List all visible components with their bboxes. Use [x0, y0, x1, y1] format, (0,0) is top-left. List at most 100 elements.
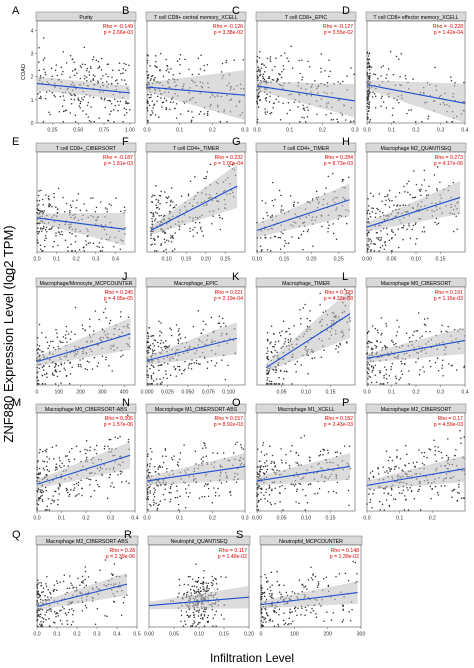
scatter-point — [206, 616, 209, 619]
fit-line — [36, 83, 130, 94]
scatter-point — [98, 485, 100, 488]
scatter-point — [345, 341, 348, 343]
confidence-band — [150, 164, 238, 235]
scatter-point — [327, 227, 329, 229]
plot-area — [36, 20, 136, 124]
scatter-point — [161, 106, 163, 108]
scatter-point — [442, 374, 444, 377]
x-tick-label: 0.00 — [252, 516, 262, 522]
scatter-point — [80, 479, 82, 481]
scatter-point — [214, 494, 217, 497]
rho-label: Rho = 0.245 — [105, 290, 134, 296]
scatter-point — [216, 588, 219, 590]
scatter-point — [306, 106, 308, 109]
scatter-point — [204, 610, 206, 613]
scatter-point — [400, 53, 403, 55]
scatter-point — [286, 57, 288, 59]
scatter-point — [415, 361, 417, 363]
panel-letter: F — [122, 136, 129, 148]
scatter-point — [400, 360, 402, 363]
scatter-point — [267, 373, 270, 375]
scatter-point — [201, 496, 203, 498]
scatter-point — [65, 330, 68, 332]
scatter-point — [71, 94, 73, 97]
scatter-point — [87, 101, 90, 104]
scatter-point — [258, 460, 261, 462]
scatter-point — [153, 194, 156, 197]
scatter-point — [156, 507, 159, 510]
scatter-point — [41, 230, 43, 232]
scatter-point — [421, 230, 424, 233]
scatter-point — [453, 488, 456, 491]
scatter-point — [413, 170, 415, 172]
scatter-point — [269, 112, 271, 115]
scatter-point — [47, 197, 50, 200]
scatter-point — [109, 113, 111, 115]
scatter-point — [220, 576, 222, 578]
scatter-point — [67, 465, 69, 467]
scatter-point — [37, 625, 39, 627]
scatter-point — [283, 343, 285, 345]
scatter-point — [405, 444, 407, 447]
scatter-point — [291, 67, 294, 70]
scatter-point — [174, 232, 177, 234]
scatter-point — [178, 58, 181, 60]
scatter-point — [93, 356, 96, 359]
scatter-point — [262, 73, 265, 75]
scatter-point — [398, 326, 400, 328]
x-tick-label: 0.4 — [461, 390, 468, 396]
scatter-point — [445, 121, 448, 123]
scatter-point — [36, 205, 39, 207]
scatter-point — [163, 250, 165, 252]
scatter-point — [372, 91, 374, 94]
scatter-point — [285, 331, 287, 333]
scatter-point — [147, 332, 149, 335]
scatter-point — [127, 316, 130, 319]
scatter-point — [335, 348, 337, 350]
scatter-point — [369, 192, 372, 195]
scatter-point — [356, 573, 358, 575]
x-tick-label: 0.15 — [435, 257, 445, 263]
scatter-point — [70, 582, 72, 585]
scatter-point — [462, 497, 465, 499]
scatter-point — [153, 366, 155, 369]
scatter-point — [439, 181, 441, 184]
scatter-point — [372, 73, 375, 75]
scatter-point — [74, 68, 76, 71]
scatter-point — [39, 74, 42, 77]
scatter-point — [287, 338, 290, 341]
scatter-point — [67, 611, 70, 614]
scatter-point — [65, 487, 67, 490]
scatter-point — [194, 221, 197, 224]
scatter-point — [117, 109, 119, 112]
scatter-point — [378, 237, 380, 239]
scatter-point — [64, 369, 66, 371]
scatter-point — [113, 98, 116, 101]
scatter-point — [423, 463, 425, 466]
scatter-point — [296, 488, 298, 490]
scatter-point — [297, 464, 300, 466]
scatter-point — [92, 56, 95, 58]
scatter-point — [67, 491, 69, 494]
scatter-point — [121, 471, 123, 473]
scatter-point — [81, 610, 84, 612]
scatter-point — [60, 382, 62, 384]
scatter-point — [168, 240, 170, 242]
scatter-point — [428, 448, 430, 450]
x-tick-label: 0.0 — [33, 257, 40, 263]
scatter-point — [202, 618, 204, 620]
scatter-point — [149, 485, 151, 488]
scatter-point — [54, 95, 56, 98]
scatter-point — [70, 331, 73, 333]
scatter-point — [155, 61, 157, 63]
scatter-point — [152, 213, 154, 215]
scatter-point — [70, 206, 73, 208]
scatter-point — [37, 579, 39, 581]
scatter-point — [300, 614, 302, 616]
scatter-point — [49, 591, 51, 593]
scatter-point — [75, 586, 78, 589]
scatter-point — [262, 442, 265, 444]
scatter-point — [410, 490, 413, 493]
scatter-point — [113, 486, 115, 488]
